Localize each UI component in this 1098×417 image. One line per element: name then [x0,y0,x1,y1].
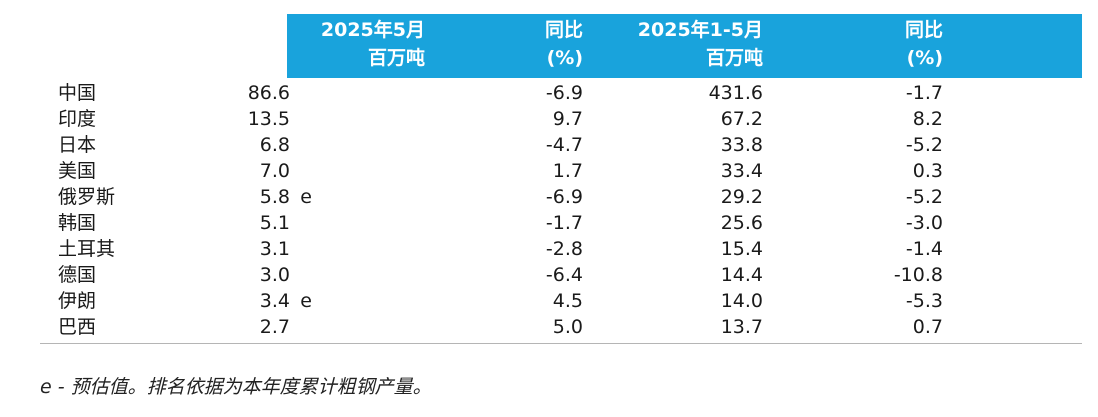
ytd-yoy: 8.2 [912,108,943,130]
may-production: 86.6 [248,80,312,106]
footnote: e - 预估值。排名依据为本年度累计粗钢产量。 [40,376,432,398]
country-name: 日本 [58,134,97,156]
may-yoy: -6.9 [545,186,583,208]
may-production: 6.8 [260,132,312,158]
may-yoy: -2.8 [545,238,583,260]
steel-production-table: 中国 86.6 -6.9 431.6 -1.7 印度 13.5 9.7 67.2… [40,80,1082,340]
may-yoy: -6.9 [545,82,583,104]
ytd-production: 15.4 [720,238,763,260]
may-value: 6.8 [259,134,290,156]
header-ytd-yoy-unit: (%) [906,47,943,69]
header-ytd-yoy: 同比 (%) [905,16,943,72]
may-production: 3.1 [260,236,312,262]
header-may-yoy: 同比 (%) [545,16,583,72]
ytd-yoy: -3.0 [905,212,943,234]
estimate-flag: e [300,290,312,312]
may-production: 3.4 e [260,288,312,314]
may-value: 13.5 [247,108,290,130]
estimate-flag: e [300,186,312,208]
ytd-production: 14.0 [720,290,763,312]
header-may-production: 2025年5月 百万吨 [321,16,425,72]
ytd-yoy: -1.7 [905,82,943,104]
ytd-yoy: 0.3 [912,160,943,182]
header-ytd-production: 2025年1-5月 百万吨 [638,16,763,72]
header-may-yoy-unit: (%) [546,47,583,69]
may-yoy: -6.4 [545,264,583,286]
may-production: 2.7 [260,314,312,340]
country-name: 中国 [58,82,97,104]
table-header: 2025年5月 百万吨 同比 (%) 2025年1-5月 百万吨 同比 (%) [287,14,1082,78]
may-value: 3.0 [259,264,290,286]
table-row: 印度 13.5 9.7 67.2 8.2 [40,106,1082,132]
country-name: 俄罗斯 [58,186,116,208]
table-row: 俄罗斯 5.8 e -6.9 29.2 -5.2 [40,184,1082,210]
header-may-unit: 百万吨 [367,47,425,69]
ytd-production: 14.4 [720,264,763,286]
ytd-production: 67.2 [720,108,763,130]
country-name: 印度 [58,108,97,130]
table-bottom-rule [40,343,1082,344]
ytd-yoy: -5.2 [905,186,943,208]
ytd-yoy: 0.7 [912,316,943,338]
ytd-production: 25.6 [720,212,763,234]
may-value: 2.7 [259,316,290,338]
header-may-period: 2025年5月 [320,19,425,41]
may-yoy: 1.7 [552,160,583,182]
country-name: 美国 [58,160,97,182]
ytd-production: 33.8 [720,134,763,156]
country-name: 德国 [58,264,97,286]
may-value: 7.0 [259,160,290,182]
table-row: 土耳其 3.1 -2.8 15.4 -1.4 [40,236,1082,262]
header-ytd-period: 2025年1-5月 [637,19,763,41]
ytd-yoy: -1.4 [905,238,943,260]
ytd-production: 29.2 [720,186,763,208]
may-yoy: 9.7 [552,108,583,130]
may-yoy: 5.0 [552,316,583,338]
may-yoy: -4.7 [545,134,583,156]
table-row: 巴西 2.7 5.0 13.7 0.7 [40,314,1082,340]
table-row: 日本 6.8 -4.7 33.8 -5.2 [40,132,1082,158]
may-yoy: 4.5 [552,290,583,312]
country-name: 巴西 [58,316,97,338]
may-value: 3.1 [259,238,290,260]
may-production: 5.1 [260,210,312,236]
may-yoy: -1.7 [545,212,583,234]
ytd-yoy: -5.2 [905,134,943,156]
ytd-production: 13.7 [720,316,763,338]
country-name: 韩国 [58,212,97,234]
ytd-yoy: -5.3 [905,290,943,312]
ytd-yoy: -10.8 [893,264,943,286]
may-value: 5.1 [259,212,290,234]
may-production: 7.0 [260,158,312,184]
header-ytd-yoy-label: 同比 [904,19,943,41]
may-production: 13.5 [248,106,312,132]
table-row: 中国 86.6 -6.9 431.6 -1.7 [40,80,1082,106]
table-row: 美国 7.0 1.7 33.4 0.3 [40,158,1082,184]
may-value: 86.6 [247,82,290,104]
may-value: 3.4 [259,290,290,312]
table-row: 韩国 5.1 -1.7 25.6 -3.0 [40,210,1082,236]
ytd-production: 33.4 [720,160,763,182]
header-may-yoy-label: 同比 [544,19,583,41]
table-row: 德国 3.0 -6.4 14.4 -10.8 [40,262,1082,288]
country-name: 伊朗 [58,290,97,312]
ytd-production: 431.6 [708,82,763,104]
table-row: 伊朗 3.4 e 4.5 14.0 -5.3 [40,288,1082,314]
country-name: 土耳其 [58,238,116,260]
may-production: 3.0 [260,262,312,288]
may-production: 5.8 e [260,184,312,210]
may-value: 5.8 [259,186,290,208]
header-ytd-unit: 百万吨 [705,47,763,69]
